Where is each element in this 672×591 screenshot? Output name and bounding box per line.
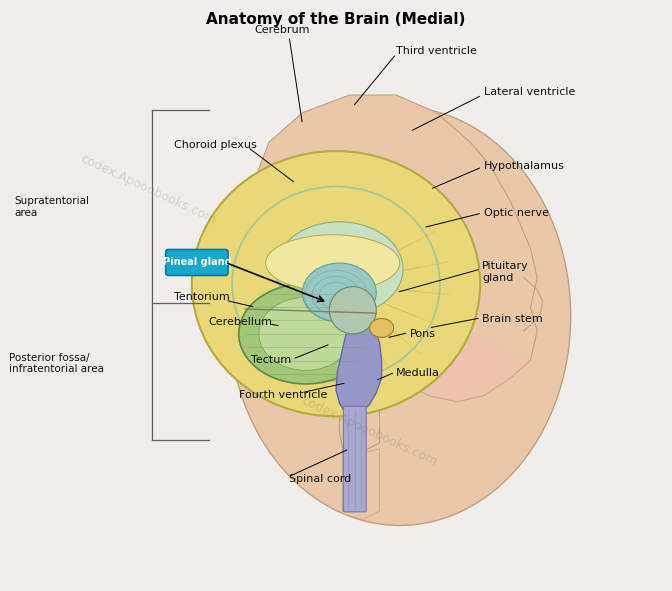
Text: Pons: Pons	[410, 329, 435, 339]
FancyBboxPatch shape	[166, 249, 228, 275]
Ellipse shape	[276, 222, 403, 316]
Ellipse shape	[239, 284, 373, 384]
Text: Hypothalamus: Hypothalamus	[484, 161, 564, 171]
Ellipse shape	[192, 151, 480, 417]
Text: Cerebellum: Cerebellum	[208, 317, 273, 327]
Text: Pineal gland: Pineal gland	[163, 258, 231, 268]
Text: Brain stem: Brain stem	[482, 314, 543, 324]
Text: Spinal cord: Spinal cord	[289, 475, 351, 485]
Text: Cerebrum: Cerebrum	[255, 25, 310, 35]
Polygon shape	[336, 319, 382, 414]
Text: Pituitary
gland: Pituitary gland	[482, 261, 529, 282]
Text: Choroid plexus: Choroid plexus	[174, 139, 257, 150]
Text: Fourth ventricle: Fourth ventricle	[239, 389, 327, 400]
Ellipse shape	[259, 297, 353, 371]
Ellipse shape	[302, 263, 376, 322]
Text: Optic nerve: Optic nerve	[484, 208, 548, 218]
Polygon shape	[343, 449, 380, 519]
Text: Lateral ventricle: Lateral ventricle	[484, 87, 575, 97]
Text: Third ventricle: Third ventricle	[396, 46, 477, 56]
Text: Medulla: Medulla	[396, 368, 440, 378]
Ellipse shape	[329, 287, 376, 334]
Text: codex.Apooobooks.com: codex.Apooobooks.com	[78, 152, 218, 226]
Polygon shape	[215, 95, 537, 454]
Ellipse shape	[228, 107, 571, 525]
Text: Posterior fossa/
infratentorial area: Posterior fossa/ infratentorial area	[9, 352, 103, 374]
Ellipse shape	[265, 235, 400, 291]
Ellipse shape	[370, 319, 394, 337]
FancyBboxPatch shape	[343, 407, 366, 512]
Polygon shape	[390, 325, 530, 402]
Text: Supratentorial
area: Supratentorial area	[14, 196, 89, 218]
Text: Anatomy of the Brain (Medial): Anatomy of the Brain (Medial)	[206, 12, 466, 28]
Text: Tectum: Tectum	[251, 355, 291, 365]
Text: codex.Apooobooks.com: codex.Apooobooks.com	[300, 394, 439, 468]
Text: Tentorium: Tentorium	[174, 293, 229, 302]
